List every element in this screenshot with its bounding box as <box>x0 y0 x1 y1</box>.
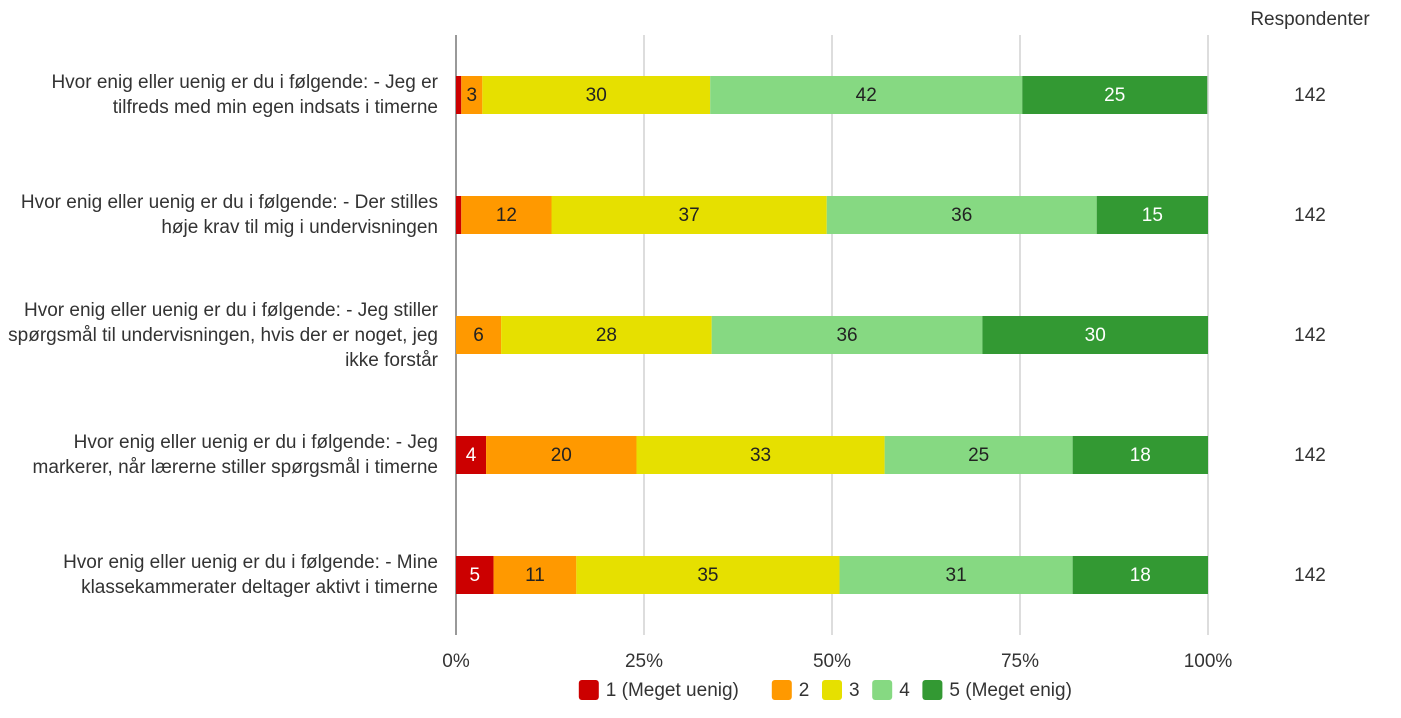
category-label: Hvor enig eller uenig er du i følgende: … <box>0 155 438 275</box>
bar-segment <box>1096 196 1208 234</box>
legend-swatch <box>578 680 599 700</box>
respondents-value: 142 <box>1294 85 1326 106</box>
legend-label: 3 <box>849 680 860 701</box>
legend-label: 5 (Meget enig) <box>949 680 1072 701</box>
legend-swatch <box>872 680 893 700</box>
value-label: 3 <box>467 85 478 106</box>
x-tick-label: 100% <box>1184 651 1233 672</box>
bar-segment <box>1072 556 1208 594</box>
value-label: 5 <box>470 565 481 586</box>
bar-segment <box>456 436 487 474</box>
bar-segment <box>456 316 502 354</box>
bar-segment <box>826 196 1097 234</box>
bar-segment <box>551 196 827 234</box>
respondents-title: Respondenter <box>1250 9 1370 30</box>
category-label: Hvor enig eller uenig er du i følgende: … <box>0 275 438 395</box>
value-label: 42 <box>856 85 877 106</box>
legend-label: 4 <box>899 680 910 701</box>
bar-segment <box>711 316 983 354</box>
legend-swatch <box>922 680 943 700</box>
bar-segment <box>456 196 462 234</box>
value-label: 31 <box>946 565 967 586</box>
bar-segment <box>1072 436 1208 474</box>
bar-segment <box>884 436 1073 474</box>
legend-swatch <box>771 680 792 700</box>
category-text: Hvor enig eller uenig er du i følgende: … <box>20 192 438 238</box>
value-label: 30 <box>586 85 607 106</box>
bar-segment <box>461 76 483 114</box>
bar-segment <box>456 76 462 114</box>
value-label: 28 <box>596 325 617 346</box>
value-label: 30 <box>1085 325 1106 346</box>
value-label: 36 <box>836 325 857 346</box>
bar-segment <box>636 436 885 474</box>
bar-segment <box>982 316 1208 354</box>
legend-label: 1 (Meget uenig) <box>606 680 739 701</box>
respondents-value: 142 <box>1294 445 1326 466</box>
x-tick-label: 25% <box>625 651 663 672</box>
value-label: 11 <box>525 565 545 586</box>
legend-label: 2 <box>799 680 810 701</box>
x-tick-label: 0% <box>442 651 470 672</box>
category-text: Hvor enig eller uenig er du i følgende: … <box>32 432 438 478</box>
value-label: 35 <box>697 565 718 586</box>
category-text: Hvor enig eller uenig er du i følgende: … <box>51 72 438 118</box>
bar-segment <box>1022 76 1208 114</box>
category-label: Hvor enig eller uenig er du i følgende: … <box>0 395 438 515</box>
category-text: Hvor enig eller uenig er du i følgende: … <box>8 299 438 371</box>
bar-segment <box>461 196 552 234</box>
value-label: 37 <box>679 205 700 226</box>
value-label: 18 <box>1130 565 1151 586</box>
bar-segment <box>501 316 712 354</box>
bar-segment <box>456 556 494 594</box>
bar-segment <box>576 556 840 594</box>
value-label: 25 <box>1104 85 1125 106</box>
value-label: 12 <box>496 205 517 226</box>
value-label: 36 <box>951 205 972 226</box>
category-label: Hvor enig eller uenig er du i følgende: … <box>0 35 438 155</box>
x-tick-label: 50% <box>813 651 851 672</box>
respondents-value: 142 <box>1294 565 1326 586</box>
x-tick-label: 75% <box>1001 651 1039 672</box>
bar-segment <box>493 556 577 594</box>
category-text: Hvor enig eller uenig er du i følgende: … <box>63 552 438 598</box>
value-label: 20 <box>551 445 572 466</box>
value-label: 25 <box>968 445 989 466</box>
bar-segment <box>486 436 637 474</box>
bar-segment <box>482 76 711 114</box>
respondents-value: 142 <box>1294 325 1326 346</box>
category-label: Hvor enig eller uenig er du i følgende: … <box>0 515 438 635</box>
legend-swatch <box>822 680 842 700</box>
bar-segment <box>710 76 1023 114</box>
value-label: 18 <box>1130 445 1151 466</box>
bar-segment <box>839 556 1073 594</box>
value-label: 6 <box>473 325 484 346</box>
respondents-value: 142 <box>1294 205 1326 226</box>
value-label: 15 <box>1142 205 1163 226</box>
value-label: 4 <box>466 445 477 466</box>
value-label: 33 <box>750 445 771 466</box>
